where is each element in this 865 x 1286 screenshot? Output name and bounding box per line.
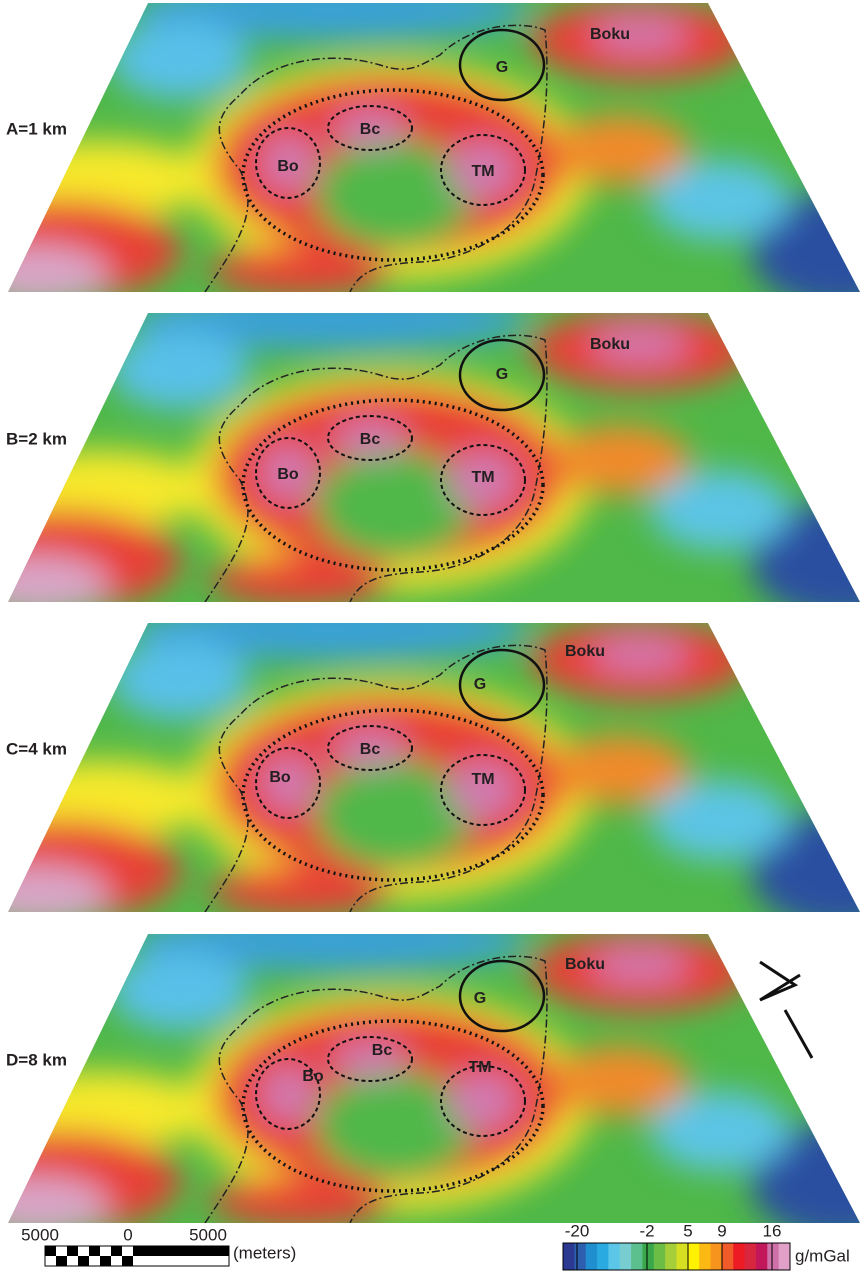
gravity-map: [0, 911, 865, 1241]
gravity-map: [0, 290, 865, 620]
colorbar-swatch: [653, 1243, 666, 1270]
colorbar-swatch: [744, 1243, 757, 1270]
colorbar-swatch: [778, 1243, 791, 1270]
colorbar-swatch: [767, 1243, 780, 1270]
region-label: Bo: [302, 1068, 324, 1085]
colorbar-swatch: [699, 1243, 712, 1270]
north-arrow: [759, 960, 814, 1059]
region-label: Bo: [277, 158, 299, 175]
region-label: Bc: [360, 431, 381, 448]
colorbar-swatch: [631, 1243, 643, 1270]
region-label: Bc: [360, 121, 381, 138]
region-label: G: [496, 366, 508, 383]
region-label: Boku: [565, 956, 605, 973]
colorbar-swatch: [755, 1243, 768, 1270]
scale-tick-label: 5000: [189, 1225, 227, 1244]
colorbar-tick-label: 16: [763, 1221, 782, 1240]
region-label: TM: [468, 1059, 491, 1076]
colorbar: -20 -2 5 9 16 g/mGal: [562, 1221, 850, 1271]
region-label: Boku: [590, 26, 630, 43]
panel-label: C=4 km: [6, 739, 67, 758]
colorbar-swatch: [733, 1243, 746, 1270]
scale-tick-label: 0: [123, 1225, 132, 1244]
region-label: Bo: [277, 466, 299, 483]
colorbar-swatch: [585, 1243, 598, 1270]
colorbar-swatch: [687, 1243, 700, 1270]
map-panel: A=1 km Boku G Bc Bo TM: [0, 0, 865, 310]
panel-label: B=2 km: [6, 429, 67, 448]
colorbar-swatch: [563, 1243, 575, 1270]
gravity-map: [0, 600, 865, 930]
colorbar-unit: g/mGal: [795, 1246, 850, 1265]
region-label: TM: [471, 469, 494, 486]
colorbar-tick-label: 9: [717, 1221, 726, 1240]
region-label: TM: [471, 771, 494, 788]
scale-bar: [44, 1245, 230, 1267]
colorbar-frame: [562, 1242, 791, 1271]
colorbar-swatch: [721, 1243, 734, 1270]
gravity-map: [0, 0, 865, 310]
region-label: G: [474, 990, 486, 1007]
colorbar-swatch: [608, 1243, 621, 1270]
region-label: TM: [471, 163, 494, 180]
region-label: G: [496, 59, 508, 76]
map-panel: D=8 km Boku G Bc Bo TM: [0, 911, 865, 1241]
colorbar-swatch: [642, 1243, 655, 1270]
colorbar-swatch: [574, 1243, 587, 1270]
colorbar-swatch: [676, 1243, 689, 1270]
map-field: [0, 0, 865, 310]
colorbar-swatch: [665, 1243, 677, 1270]
scale-tick-label: 5000: [21, 1225, 59, 1244]
colorbar-tick-label: 5: [683, 1221, 692, 1240]
colorbar-tick-label: -2: [639, 1221, 654, 1240]
colorbar-swatch: [619, 1243, 632, 1270]
region-label: Bc: [372, 1042, 393, 1059]
colorbar-swatch: [710, 1243, 723, 1270]
map-field: [0, 600, 865, 930]
panel-label: A=1 km: [6, 119, 67, 138]
colorbar-swatch: [597, 1243, 609, 1270]
region-label: Bo: [269, 769, 291, 786]
map-field: [0, 290, 865, 620]
colorbar-tick-label: -20: [565, 1221, 590, 1240]
region-label: Boku: [565, 643, 605, 660]
region-label: Boku: [590, 336, 630, 353]
region-label: G: [474, 676, 486, 693]
map-panel: B=2 km Boku G Bc Bo TM: [0, 290, 865, 620]
map-panel: C=4 km Boku G Bc Bo TM: [0, 600, 865, 930]
map-field: [0, 911, 865, 1241]
region-label: Bc: [360, 741, 381, 758]
scale-unit: (meters): [233, 1243, 296, 1262]
panel-label: D=8 km: [6, 1050, 67, 1069]
